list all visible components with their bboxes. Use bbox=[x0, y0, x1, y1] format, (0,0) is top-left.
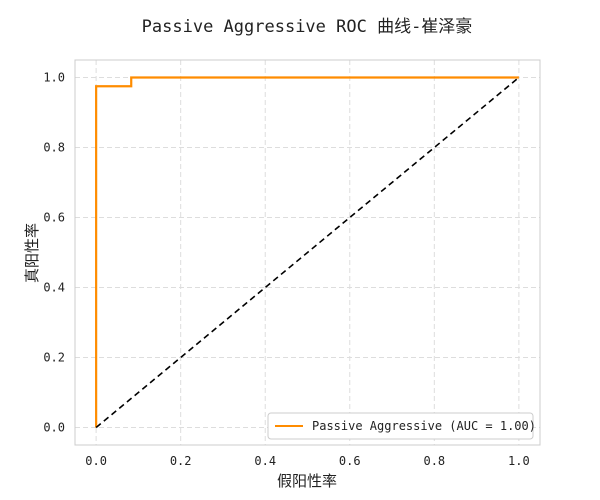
x-tick-label: 0.0 bbox=[85, 454, 107, 468]
y-tick-label: 0.0 bbox=[43, 421, 65, 435]
y-tick-label: 0.4 bbox=[43, 281, 65, 295]
x-tick-label: 0.2 bbox=[170, 454, 192, 468]
y-tick-label: 0.6 bbox=[43, 211, 65, 225]
x-axis-label: 假阳性率 bbox=[277, 472, 337, 490]
x-tick-label: 0.4 bbox=[254, 454, 276, 468]
y-tick-label: 0.8 bbox=[43, 141, 65, 155]
plot-frame bbox=[74, 59, 541, 446]
x-tick-label: 0.6 bbox=[339, 454, 361, 468]
legend: Passive Aggressive (AUC = 1.00) bbox=[267, 412, 536, 440]
y-tick-label: 0.2 bbox=[43, 351, 65, 365]
chart-title: Passive Aggressive ROC 曲线-崔泽豪 bbox=[142, 16, 473, 37]
diagonal-reference-line bbox=[95, 76, 520, 429]
series-lines bbox=[95, 76, 520, 429]
x-tick-label: 1.0 bbox=[508, 454, 530, 468]
tick-labels: 0.0 0.2 0.4 0.6 0.8 1.0 0.0 0.2 0.4 0.6 0.8 1.0 bbox=[43, 71, 529, 469]
y-tick-label: 1.0 bbox=[43, 71, 65, 85]
x-tick-label: 0.8 bbox=[423, 454, 445, 468]
y-axis-label: 真阳性率 bbox=[23, 223, 41, 283]
legend-box bbox=[267, 412, 534, 440]
legend-label: Passive Aggressive (AUC = 1.00) bbox=[312, 419, 536, 433]
roc-curve-line bbox=[95, 76, 519, 428]
